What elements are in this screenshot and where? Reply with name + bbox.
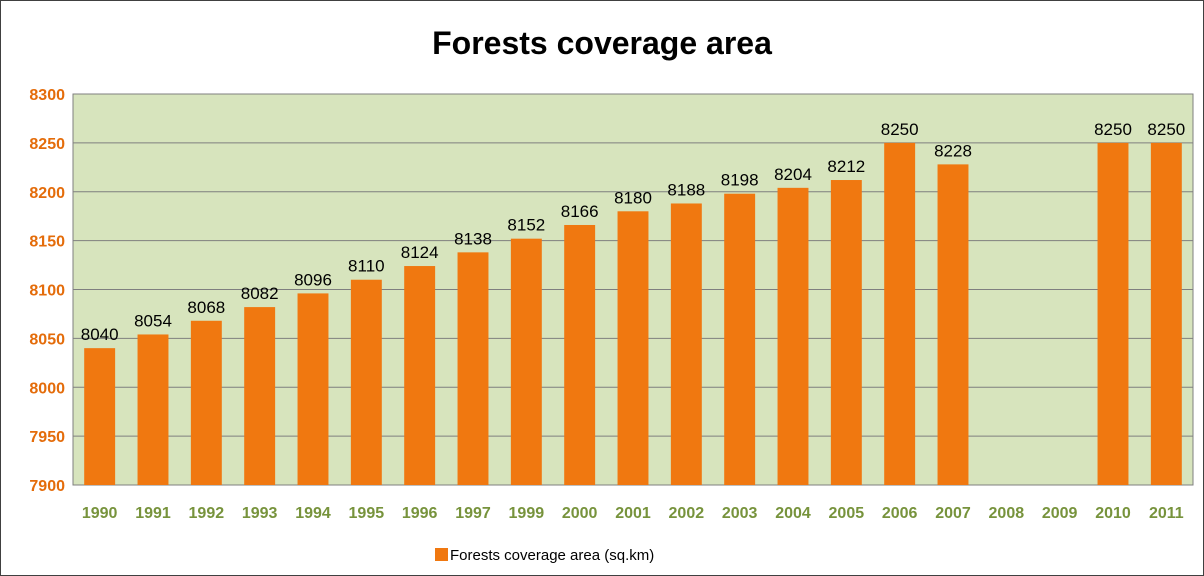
data-label-1992: 8068 (187, 298, 225, 317)
x-tick-label: 2007 (935, 505, 971, 522)
x-tick-label: 2006 (882, 505, 918, 522)
data-label-1999: 8152 (507, 216, 545, 235)
x-tick-label: 1992 (189, 505, 225, 522)
x-tick-label: 1991 (135, 505, 171, 522)
bar-1999 (510, 238, 542, 485)
data-label-1997: 8138 (454, 229, 492, 248)
x-tick-label: 2000 (562, 505, 598, 522)
bar-1991 (137, 334, 169, 485)
bars (84, 142, 1182, 486)
x-tick-label: 1996 (402, 505, 438, 522)
legend: Forests coverage area (sq.km) (435, 547, 654, 564)
x-tick-label: 1999 (509, 505, 545, 522)
bar-2001 (617, 211, 649, 486)
bar-1990 (84, 348, 116, 485)
data-label-1995: 8110 (348, 257, 385, 276)
data-label-2007: 8228 (934, 141, 972, 160)
bar-1996 (404, 266, 436, 485)
legend-label: Forests coverage area (sq.km) (450, 547, 654, 564)
x-tick-label: 2010 (1095, 505, 1131, 522)
x-axis: 1990 1991 1992 1993 1994 1995 1996 1997 1999 2000… (82, 505, 1184, 522)
data-label-1990: 8040 (81, 325, 119, 344)
x-tick-label: 1995 (349, 505, 385, 522)
bar-2006 (884, 142, 916, 485)
y-tick-label: 8050 (29, 331, 65, 348)
y-tick-label: 8000 (29, 380, 65, 397)
bar-1993 (244, 307, 276, 485)
data-label-2006: 8250 (881, 120, 919, 139)
bar-2000 (564, 224, 596, 486)
bar-1994 (297, 293, 329, 485)
bar-1997 (457, 252, 489, 485)
bar-2010 (1097, 142, 1129, 485)
y-tick-label: 8150 (29, 234, 65, 251)
data-label-2002: 8188 (667, 180, 705, 199)
legend-swatch (435, 548, 448, 561)
y-tick-label: 8250 (29, 136, 65, 153)
x-tick-label: 2011 (1149, 505, 1184, 522)
bar-2007 (937, 164, 969, 485)
x-tick-label: 2004 (775, 505, 811, 522)
bar-1995 (350, 279, 382, 485)
bar-1992 (190, 320, 222, 485)
y-tick-label: 8300 (29, 87, 65, 104)
y-tick-label: 8200 (29, 185, 65, 202)
x-tick-label: 2003 (722, 505, 758, 522)
bar-2004 (777, 187, 809, 485)
data-labels: 8040 8054 8068 8082 8096 8110 8124 8138 8152 8166… (81, 120, 1185, 344)
x-tick-label: 1990 (82, 505, 118, 522)
data-label-2004: 8204 (774, 165, 812, 184)
bar-2002 (670, 203, 702, 486)
data-label-1993: 8082 (241, 284, 279, 303)
y-tick-label: 7950 (29, 429, 65, 446)
x-tick-label: 2008 (989, 505, 1025, 522)
data-label-2000: 8166 (561, 202, 599, 221)
data-label-1991: 8054 (134, 311, 172, 330)
data-label-1996: 8124 (401, 243, 439, 262)
data-label-2011: 8250 (1147, 120, 1185, 139)
y-axis: 7900 7950 8000 8050 8100 8150 8200 8250 8300 (29, 87, 65, 495)
bar-2011 (1150, 142, 1182, 485)
x-tick-label: 2002 (669, 505, 705, 522)
bar-2003 (724, 193, 756, 485)
bar-2005 (830, 180, 862, 485)
y-tick-label: 8100 (29, 283, 65, 300)
x-tick-label: 2005 (829, 505, 865, 522)
data-label-2010: 8250 (1094, 120, 1132, 139)
x-tick-label: 1997 (455, 505, 491, 522)
chart-title: Forests coverage area (432, 25, 772, 61)
x-tick-label: 1993 (242, 505, 278, 522)
y-tick-label: 7900 (29, 478, 65, 495)
data-label-2003: 8198 (721, 171, 759, 190)
data-label-1994: 8096 (294, 270, 332, 289)
x-tick-label: 2009 (1042, 505, 1078, 522)
x-tick-label: 2001 (615, 505, 651, 522)
x-tick-label: 1994 (295, 505, 331, 522)
data-label-2005: 8212 (827, 157, 865, 176)
data-label-2001: 8180 (614, 188, 652, 207)
